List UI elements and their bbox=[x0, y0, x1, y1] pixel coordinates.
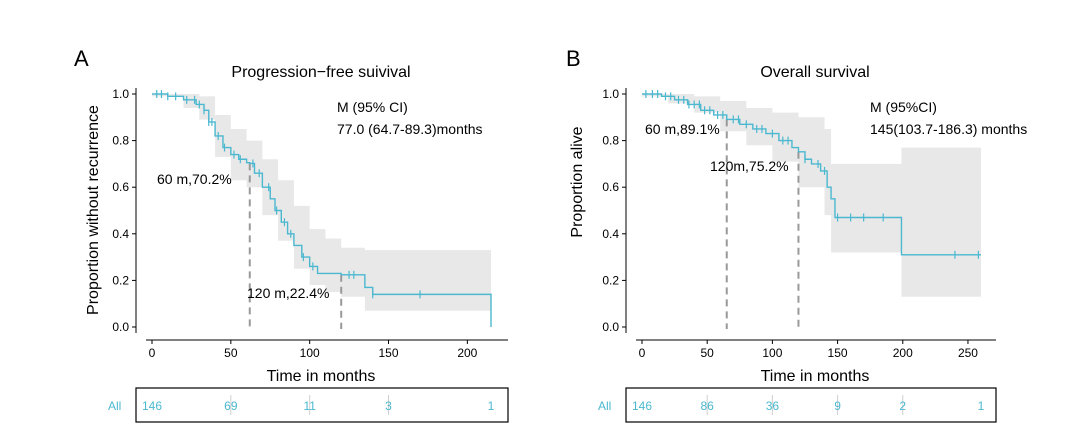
y-tick-label: 0.0 bbox=[112, 320, 129, 334]
panel-a-median-label: M (95% CI) bbox=[337, 99, 408, 115]
y-tick-label: 0.6 bbox=[602, 180, 619, 194]
x-tick-label: 200 bbox=[457, 346, 477, 360]
x-tick-label: 50 bbox=[701, 346, 715, 360]
y-tick-label: 0.4 bbox=[602, 227, 619, 241]
panel-b: B Overall survival 0.0 0.2 0.4 0.6 0.8 1.0 0 50… bbox=[566, 46, 1027, 423]
panel-b-title: Overall survival bbox=[760, 64, 869, 81]
x-tick-label: 200 bbox=[893, 346, 913, 360]
panel-a-risk-table: 146 69 11 3 1 bbox=[142, 395, 495, 415]
panel-a-risk-box bbox=[135, 387, 509, 423]
risk-count: 1 bbox=[978, 399, 985, 413]
risk-count: 1 bbox=[488, 399, 495, 413]
risk-count: 9 bbox=[834, 399, 841, 413]
panel-a-marker-label-60: 60 m,70.2% bbox=[157, 171, 232, 187]
y-tick-label: 0.8 bbox=[602, 134, 619, 148]
risk-count: 3 bbox=[385, 399, 392, 413]
panel-a-xlabel: Time in months bbox=[267, 368, 376, 385]
panel-a-plot: 0.0 0.2 0.4 0.6 0.8 1.0 0 50 100 150 200 bbox=[112, 87, 508, 360]
risk-count: 86 bbox=[701, 399, 715, 413]
panel-b-median-value: 145(103.7-186.3) months bbox=[870, 121, 1027, 137]
x-tick-label: 100 bbox=[300, 346, 320, 360]
y-tick-label: 0.2 bbox=[112, 273, 129, 287]
risk-count: 36 bbox=[766, 399, 780, 413]
panel-b-plot: 0.0 0.2 0.4 0.6 0.8 1.0 0 50 100 150 200 250 bbox=[602, 87, 996, 360]
ci-band bbox=[642, 94, 981, 297]
panel-b-risk-label: All bbox=[598, 399, 611, 413]
panel-a-ylabel: Proportion without recurrence bbox=[85, 105, 102, 315]
panel-a-title: Progression−free suivival bbox=[231, 64, 410, 81]
survival-curve bbox=[152, 93, 492, 327]
y-tick-label: 1.0 bbox=[112, 87, 129, 101]
x-tick-label: 0 bbox=[149, 346, 156, 360]
risk-count: 69 bbox=[224, 399, 238, 413]
x-tick-label: 250 bbox=[958, 346, 978, 360]
panel-b-risk-table: 146 86 36 9 2 1 bbox=[632, 395, 985, 415]
x-tick-label: 0 bbox=[639, 346, 646, 360]
panel-b-letter: B bbox=[566, 46, 581, 71]
y-tick-label: 0.8 bbox=[112, 134, 129, 148]
panel-b-xlabel: Time in months bbox=[761, 368, 870, 385]
panel-a-marker-label-120: 120 m,22.4% bbox=[247, 285, 330, 301]
panel-b-marker-label-60: 60 m,89.1% bbox=[645, 121, 720, 137]
x-tick-label: 100 bbox=[762, 346, 782, 360]
panel-a-letter: A bbox=[74, 46, 89, 71]
y-tick-label: 0.0 bbox=[602, 320, 619, 334]
panel-b-risk-box bbox=[625, 387, 997, 423]
x-tick-label: 150 bbox=[378, 346, 398, 360]
risk-count: 146 bbox=[142, 399, 162, 413]
x-tick-label: 150 bbox=[828, 346, 848, 360]
survival-curve bbox=[642, 93, 981, 256]
x-tick-label: 50 bbox=[224, 346, 238, 360]
y-tick-label: 0.2 bbox=[602, 273, 619, 287]
panel-a-risk-label: All bbox=[108, 399, 121, 413]
panel-b-ylabel: Proportion alive bbox=[569, 126, 586, 237]
panel-a-median-value: 77.0 (64.7-89.3)months bbox=[337, 121, 483, 137]
y-tick-label: 1.0 bbox=[602, 87, 619, 101]
ci-band bbox=[152, 94, 491, 314]
y-tick-label: 0.6 bbox=[112, 180, 129, 194]
risk-count: 146 bbox=[632, 399, 652, 413]
risk-count: 2 bbox=[899, 399, 906, 413]
risk-count: 11 bbox=[303, 399, 316, 413]
panel-a: A Progression−free suivival 0.0 0.2 0.4 0.6… bbox=[74, 46, 509, 423]
y-tick-label: 0.4 bbox=[112, 227, 129, 241]
panel-b-median-label: M (95%CI) bbox=[870, 99, 937, 115]
panel-b-marker-label-120: 120m,75.2% bbox=[710, 158, 789, 174]
